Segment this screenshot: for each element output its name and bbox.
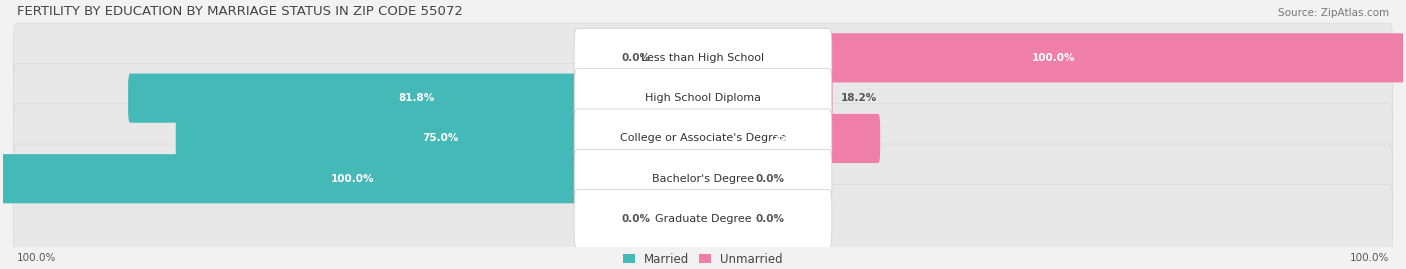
FancyBboxPatch shape — [702, 33, 1406, 82]
Text: Bachelor's Degree: Bachelor's Degree — [652, 174, 754, 184]
Text: Graduate Degree: Graduate Degree — [655, 214, 751, 224]
Text: High School Diploma: High School Diploma — [645, 93, 761, 103]
Text: 0.0%: 0.0% — [621, 53, 651, 63]
Text: 100.0%: 100.0% — [17, 253, 56, 263]
FancyBboxPatch shape — [13, 144, 1393, 213]
FancyBboxPatch shape — [659, 33, 704, 82]
FancyBboxPatch shape — [574, 29, 832, 87]
FancyBboxPatch shape — [702, 194, 747, 244]
Text: 25.0%: 25.0% — [772, 133, 808, 143]
Text: 100.0%: 100.0% — [1350, 253, 1389, 263]
Text: Less than High School: Less than High School — [641, 53, 765, 63]
FancyBboxPatch shape — [0, 154, 704, 203]
FancyBboxPatch shape — [176, 114, 704, 163]
FancyBboxPatch shape — [13, 23, 1393, 93]
Text: College or Associate's Degree: College or Associate's Degree — [620, 133, 786, 143]
Text: 0.0%: 0.0% — [621, 214, 651, 224]
FancyBboxPatch shape — [702, 73, 832, 123]
FancyBboxPatch shape — [574, 69, 832, 128]
FancyBboxPatch shape — [574, 190, 832, 249]
FancyBboxPatch shape — [574, 109, 832, 168]
Text: 18.2%: 18.2% — [841, 93, 877, 103]
Text: 0.0%: 0.0% — [755, 174, 785, 184]
Text: FERTILITY BY EDUCATION BY MARRIAGE STATUS IN ZIP CODE 55072: FERTILITY BY EDUCATION BY MARRIAGE STATU… — [17, 5, 463, 17]
FancyBboxPatch shape — [13, 104, 1393, 173]
FancyBboxPatch shape — [702, 154, 747, 203]
Text: 81.8%: 81.8% — [398, 93, 434, 103]
Text: 75.0%: 75.0% — [422, 133, 458, 143]
Legend: Married, Unmarried: Married, Unmarried — [619, 248, 787, 269]
Text: 100.0%: 100.0% — [332, 174, 374, 184]
Text: 0.0%: 0.0% — [755, 214, 785, 224]
FancyBboxPatch shape — [659, 194, 704, 244]
FancyBboxPatch shape — [128, 73, 704, 123]
FancyBboxPatch shape — [13, 184, 1393, 254]
Text: 100.0%: 100.0% — [1032, 53, 1074, 63]
FancyBboxPatch shape — [574, 149, 832, 208]
Text: Source: ZipAtlas.com: Source: ZipAtlas.com — [1278, 8, 1389, 17]
FancyBboxPatch shape — [702, 114, 880, 163]
FancyBboxPatch shape — [13, 63, 1393, 133]
